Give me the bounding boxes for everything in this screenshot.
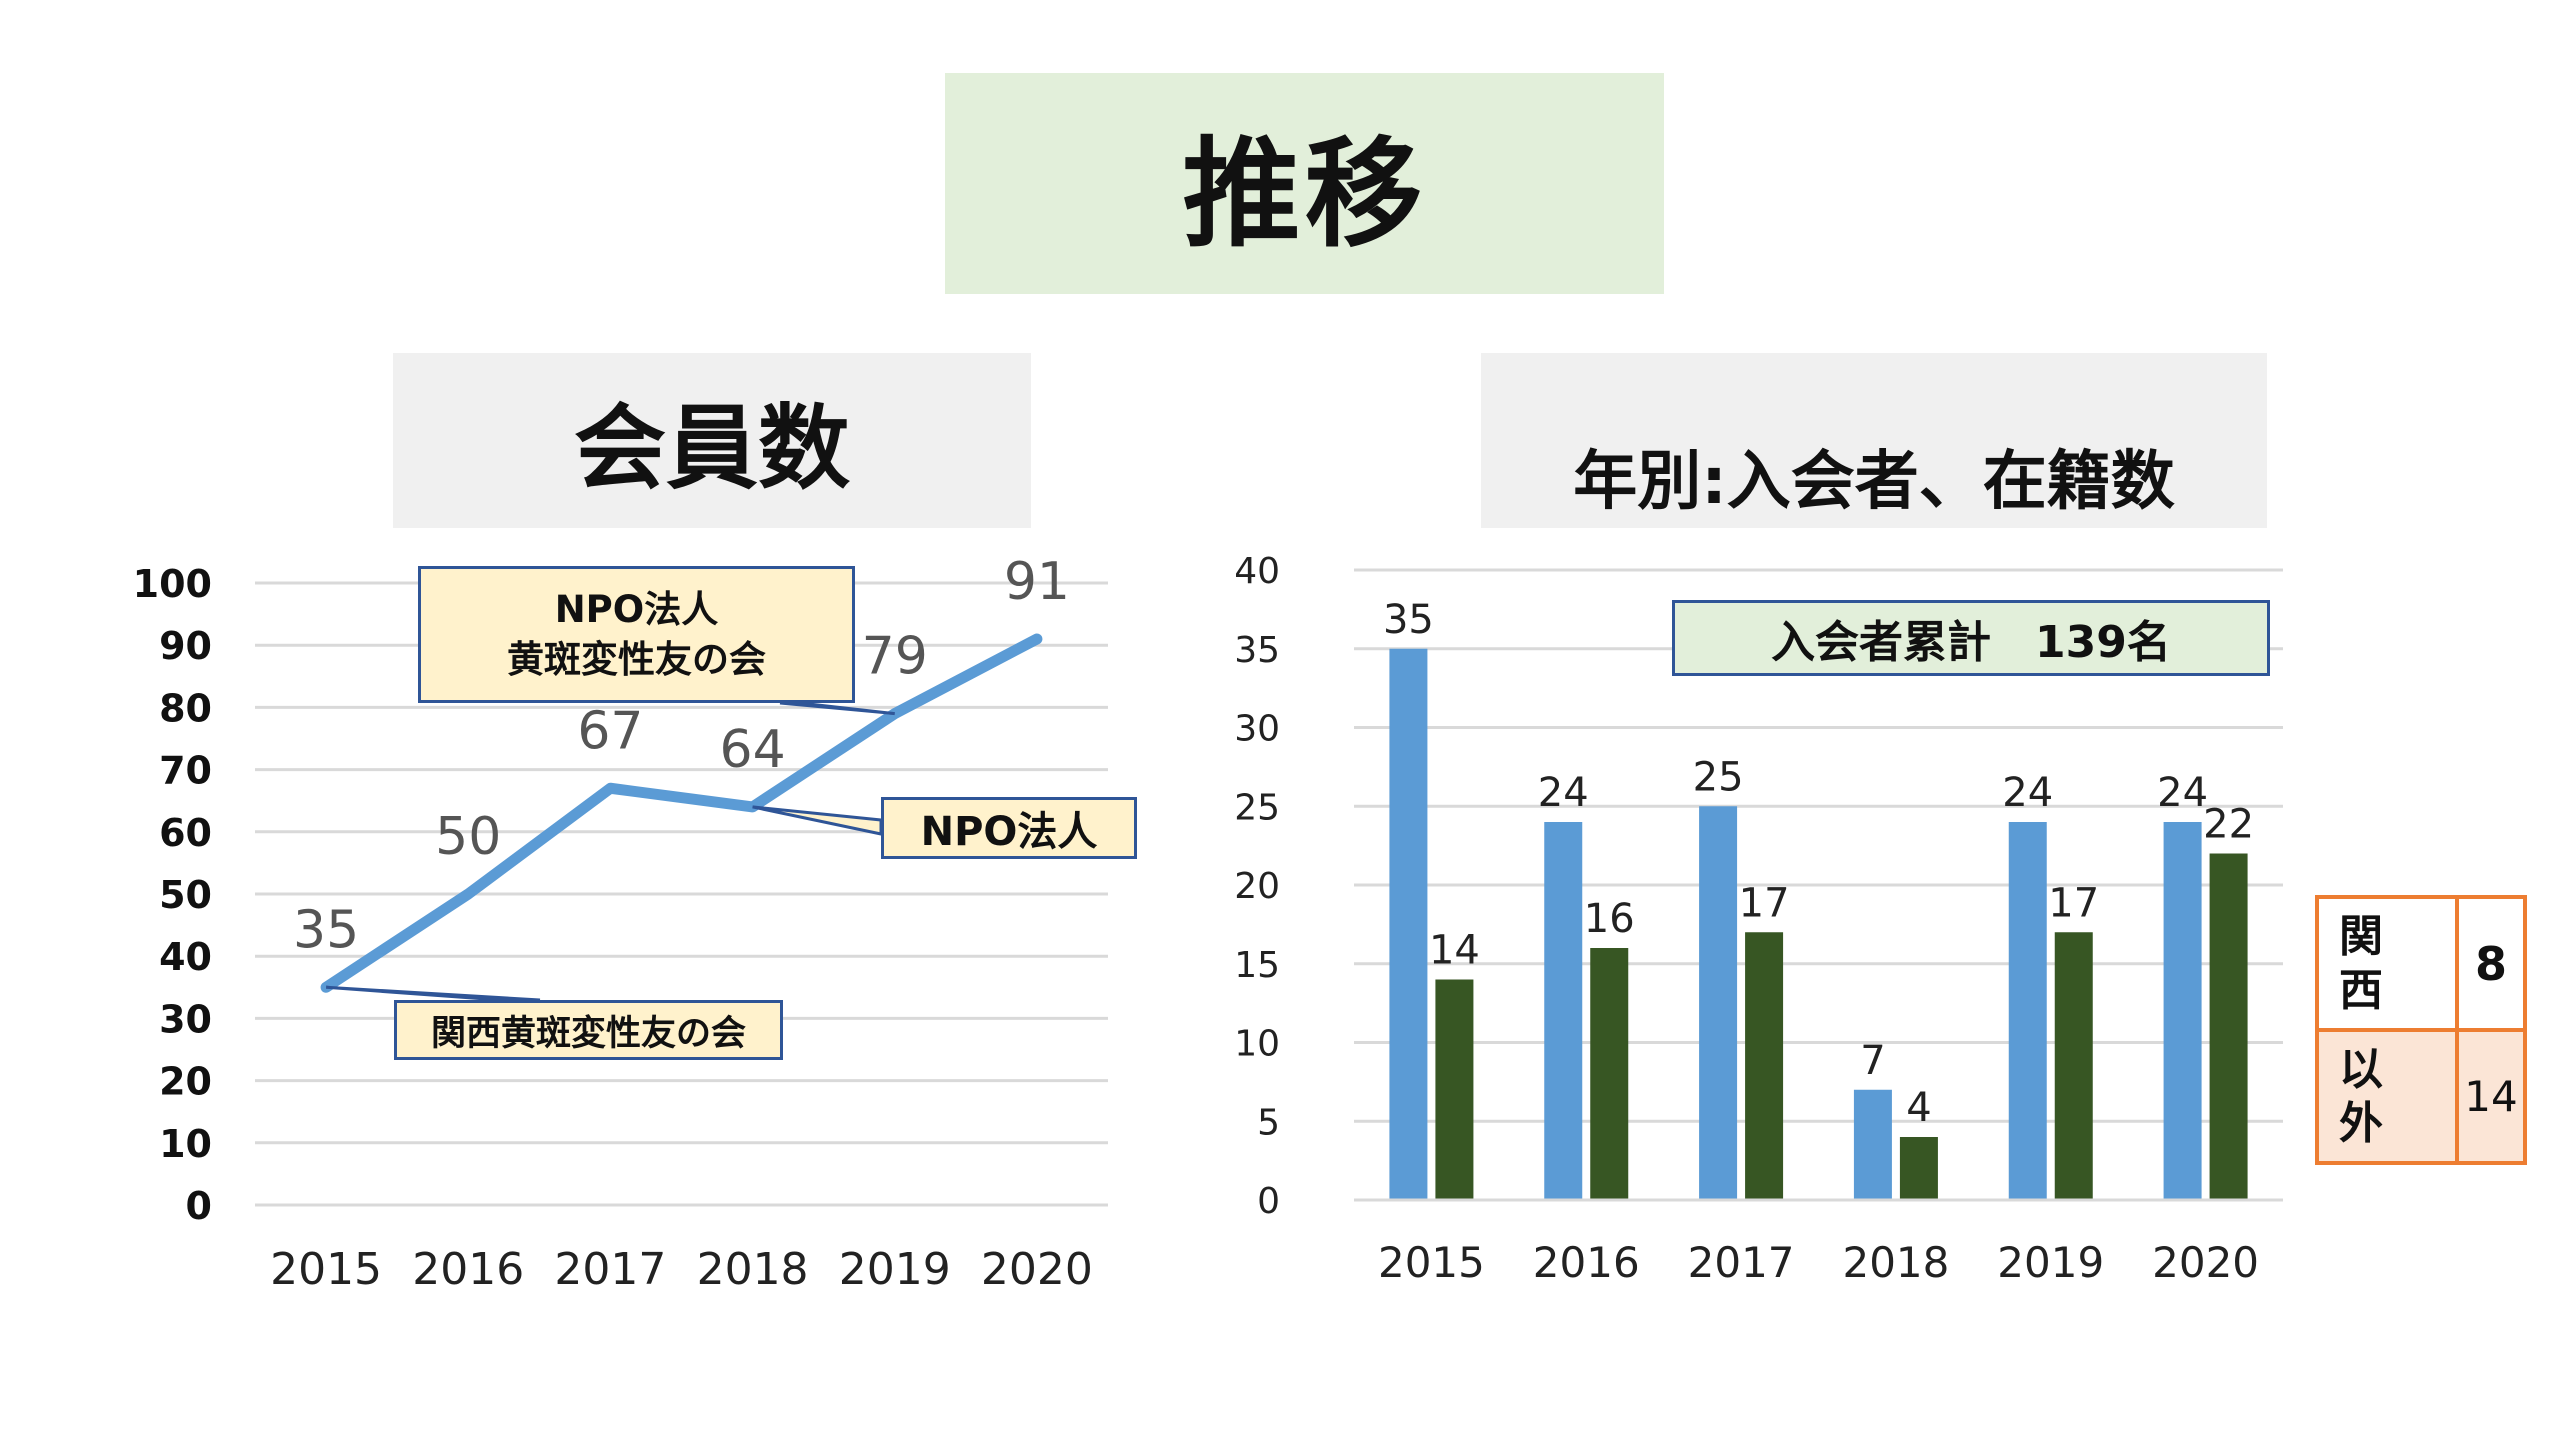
bar-chart-y-tick: 10 bbox=[1234, 1024, 1280, 1065]
bar-chart-x-tick: 2016 bbox=[1533, 1238, 1640, 1287]
line-chart-data-label: 35 bbox=[293, 900, 359, 960]
line-chart-y-tick: 20 bbox=[159, 1060, 212, 1104]
line-chart-y-tick: 60 bbox=[159, 811, 212, 855]
bar-chart-data-label: 25 bbox=[1693, 754, 1744, 800]
line-chart-data-label: 67 bbox=[577, 701, 643, 761]
bar-chart-x-tick: 2020 bbox=[2152, 1238, 2259, 1287]
bar-chart-bar bbox=[1899, 1137, 1938, 1200]
region-value-kansai: 8 bbox=[2455, 895, 2527, 1032]
bar-chart-bar bbox=[1590, 948, 1629, 1200]
line-chart-x-tick: 2016 bbox=[412, 1244, 524, 1295]
callout-npo-label: NPO法人 bbox=[920, 809, 1098, 855]
cumulative-total-box: 入会者累計 139名 bbox=[1672, 600, 2270, 676]
bar-chart-y-tick: 15 bbox=[1234, 945, 1280, 986]
region-table: 関 西 8 以 外 14 bbox=[2315, 895, 2527, 1165]
bar-chart-bar bbox=[1389, 648, 1428, 1200]
bar-chart-bar bbox=[2008, 822, 2047, 1200]
bar-chart-data-label: 17 bbox=[2048, 880, 2099, 926]
bar-chart-y-tick: 30 bbox=[1234, 709, 1280, 750]
bar-chart-data-label: 14 bbox=[1429, 928, 1480, 974]
bar-chart-data-label: 24 bbox=[2157, 770, 2208, 816]
bar-chart-y-tick: 35 bbox=[1234, 630, 1280, 671]
line-chart-y-tick: 40 bbox=[159, 935, 212, 979]
bar-chart-data-label: 16 bbox=[1584, 896, 1635, 942]
line-chart-y-tick: 0 bbox=[186, 1184, 212, 1228]
line-chart-series-line bbox=[320, 633, 1043, 993]
callout-npo-pointer bbox=[752, 805, 883, 836]
line-chart-y-tick: 30 bbox=[159, 997, 212, 1041]
region-label-kansai-char1: 関 bbox=[2339, 910, 2383, 962]
callout-kansai-label: 関西黄斑変性友の会 bbox=[430, 1013, 746, 1054]
bar-chart-y-tick: 25 bbox=[1234, 787, 1280, 828]
line-chart-data-label: 50 bbox=[435, 807, 501, 867]
bar-chart-data-label: 7 bbox=[1860, 1038, 1885, 1084]
line-chart-y-tick: 50 bbox=[159, 873, 212, 917]
line-chart-data-label: 91 bbox=[1004, 552, 1070, 612]
line-chart-x-tick: 2017 bbox=[554, 1244, 666, 1295]
line-chart-x-tick: 2015 bbox=[270, 1244, 382, 1295]
bar-chart-data-label: 35 bbox=[1383, 597, 1434, 643]
region-row-kansai: 関 西 8 bbox=[2315, 895, 2527, 1032]
callout-kansai: 関西黄斑変性友の会 bbox=[394, 1000, 783, 1060]
bar-chart-bar bbox=[1745, 932, 1784, 1200]
line-chart-x-tick: 2020 bbox=[981, 1244, 1093, 1295]
bar-chart-data-label: 24 bbox=[1538, 770, 1589, 816]
region-row-other: 以 外 14 bbox=[2315, 1028, 2527, 1165]
bar-chart-bar bbox=[2209, 853, 2248, 1200]
bar-chart-bar bbox=[2163, 822, 2202, 1200]
bar-chart-data-label: 4 bbox=[1906, 1085, 1931, 1131]
bar-chart-bar bbox=[1544, 822, 1583, 1200]
line-chart-x-tick: 2018 bbox=[697, 1244, 809, 1295]
bar-chart-bar bbox=[1853, 1089, 1892, 1200]
line-chart-title: 会員数 bbox=[573, 395, 850, 502]
bar-chart-y-tick: 5 bbox=[1257, 1102, 1280, 1143]
bar-chart-y-tick: 40 bbox=[1234, 551, 1280, 592]
page-title: 推移 bbox=[1182, 125, 1427, 263]
region-value-other: 14 bbox=[2455, 1028, 2527, 1165]
line-chart-header: 会員数 bbox=[393, 353, 1031, 528]
bar-chart-y-tick: 0 bbox=[1257, 1181, 1280, 1222]
page-title-box: 推移 bbox=[945, 73, 1664, 294]
bar-chart-x-tick: 2017 bbox=[1688, 1238, 1795, 1287]
bar-chart-x-tick: 2018 bbox=[1842, 1238, 1949, 1287]
bar-chart-data-label: 22 bbox=[2203, 802, 2254, 848]
line-chart-data-label: 64 bbox=[719, 720, 785, 780]
region-label-kansai-char2: 西 bbox=[2339, 964, 2383, 1016]
callout-npo-join-line1: NPO法人 bbox=[554, 587, 719, 631]
cumulative-total-label: 入会者累計 139名 bbox=[1771, 617, 2171, 668]
bar-chart-x-tick: 2019 bbox=[1997, 1238, 2104, 1287]
line-chart-y-tick: 70 bbox=[159, 749, 212, 793]
callout-npo-join-pointer bbox=[779, 701, 895, 716]
bar-chart-bar bbox=[1699, 806, 1738, 1200]
bar-chart-title: 年別:入会者、在籍数 bbox=[1573, 444, 2175, 519]
callout-npo: NPO法人 bbox=[881, 797, 1137, 859]
line-chart-y-tick: 10 bbox=[159, 1122, 212, 1166]
region-label-other: 以 外 bbox=[2315, 1028, 2459, 1165]
line-chart-y-tick: 90 bbox=[159, 624, 212, 668]
callout-npo-join: NPO法人 黄斑変性友の会 bbox=[418, 566, 855, 703]
bar-chart-x-tick: 2015 bbox=[1378, 1238, 1485, 1287]
bar-chart-data-label: 17 bbox=[1739, 880, 1790, 926]
region-label-kansai: 関 西 bbox=[2315, 895, 2459, 1032]
line-chart-x-tick: 2019 bbox=[839, 1244, 951, 1295]
callout-kansai-pointer bbox=[325, 985, 541, 1002]
bar-chart-y-tick: 20 bbox=[1234, 866, 1280, 907]
line-chart-y-tick: 100 bbox=[133, 562, 212, 606]
callout-npo-join-line2: 黄斑変性友の会 bbox=[507, 637, 766, 681]
bar-chart-header: 年別:入会者、在籍数 bbox=[1481, 353, 2267, 528]
line-chart-y-tick: 80 bbox=[159, 686, 212, 730]
region-label-other-char1: 以 bbox=[2339, 1043, 2383, 1095]
line-chart-data-label: 79 bbox=[862, 627, 928, 687]
bar-chart-bar bbox=[2054, 932, 2093, 1200]
region-label-other-char2: 外 bbox=[2339, 1097, 2383, 1149]
bar-chart-bar bbox=[1435, 979, 1474, 1200]
bar-chart-data-label: 24 bbox=[2002, 770, 2053, 816]
